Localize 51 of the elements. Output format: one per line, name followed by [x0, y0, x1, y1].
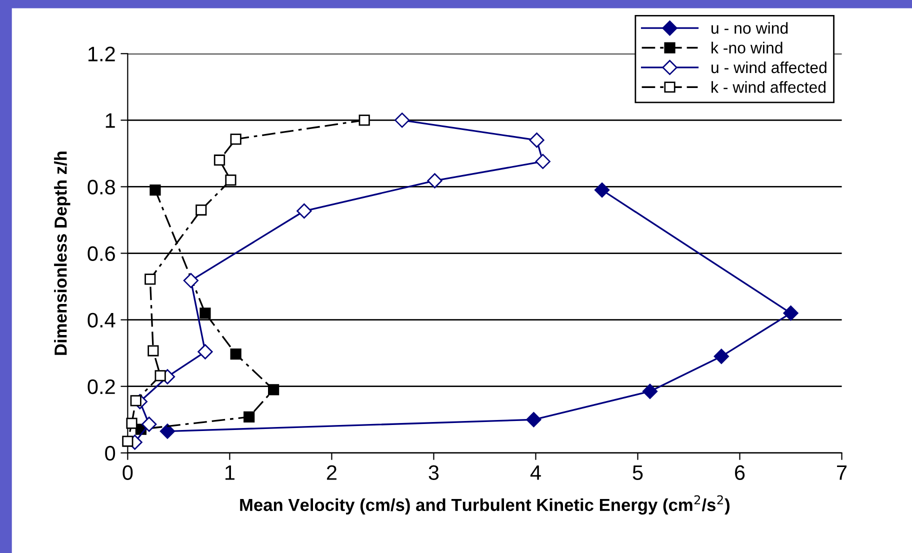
point — [198, 344, 213, 360]
point — [148, 345, 159, 356]
point — [126, 418, 138, 429]
y-tick-label: 1.2 — [88, 46, 115, 62]
point — [642, 384, 658, 399]
x-tick-label: 3 — [428, 465, 439, 480]
point — [783, 306, 798, 321]
legend-label: k - wind affected — [712, 81, 826, 93]
x-tick-label: 7 — [837, 465, 847, 480]
point — [230, 348, 242, 360]
point — [160, 424, 176, 439]
y-tick-label: 0 — [105, 446, 116, 461]
x-tick-label: 2 — [326, 465, 336, 480]
point — [529, 132, 544, 148]
point — [358, 114, 370, 126]
legend-label: u - wind affected — [712, 61, 826, 74]
legend-label: u - no wind — [712, 22, 788, 34]
point — [714, 348, 729, 364]
x-tick-label: 0 — [122, 465, 133, 480]
y-tick-label: 0.8 — [88, 180, 115, 194]
point — [183, 272, 198, 288]
point — [225, 174, 236, 186]
point — [296, 203, 312, 219]
x-tick-label: 5 — [632, 465, 643, 480]
point — [150, 184, 161, 196]
point — [196, 204, 207, 216]
y-tick-label: 0.6 — [88, 246, 115, 262]
x-tick-label: 6 — [735, 465, 745, 480]
legend-label: k -no wind — [712, 42, 782, 54]
point — [427, 173, 442, 188]
x-tick-label: 1 — [225, 465, 234, 480]
y-tick-label: 1 — [106, 113, 115, 128]
point — [268, 384, 280, 396]
point — [200, 308, 211, 319]
point — [244, 411, 255, 423]
point — [122, 436, 134, 447]
point — [142, 416, 157, 432]
x-tick-label: 4 — [530, 465, 541, 480]
y-tick-label: 0.2 — [88, 379, 115, 394]
y-tick-label: 0.4 — [88, 312, 116, 328]
point — [130, 395, 142, 406]
point — [144, 274, 156, 285]
point — [394, 112, 410, 128]
point — [154, 370, 166, 382]
point — [214, 154, 226, 166]
point — [230, 134, 242, 145]
x-axis-title: Mean Velocity (cm/s) and Turbulent Kinetic Energy (cm$^{2}$/s$^{2}$) — [240, 495, 730, 515]
point — [526, 412, 542, 428]
point — [594, 182, 610, 198]
point — [535, 154, 550, 170]
y-axis-title: Dimensionless Depth z/h — [54, 152, 70, 355]
